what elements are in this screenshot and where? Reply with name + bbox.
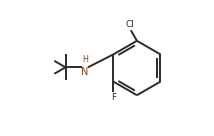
Text: N: N <box>81 67 89 77</box>
Text: F: F <box>111 93 116 102</box>
Text: H: H <box>82 55 88 64</box>
Text: Cl: Cl <box>125 20 134 29</box>
